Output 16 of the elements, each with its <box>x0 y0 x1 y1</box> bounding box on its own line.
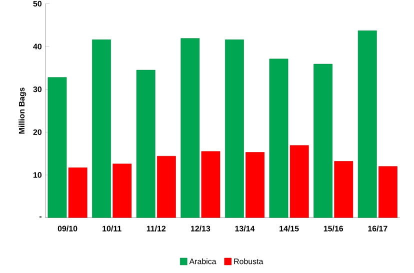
bar <box>136 70 156 218</box>
bar <box>112 164 132 218</box>
bar <box>378 166 398 218</box>
bar <box>314 64 333 218</box>
bar <box>156 156 176 218</box>
bar <box>48 77 67 218</box>
bar <box>246 152 264 218</box>
bar <box>180 38 200 218</box>
bar <box>68 167 88 218</box>
bar <box>224 39 244 218</box>
bar <box>334 161 354 218</box>
bar <box>358 30 377 218</box>
bar <box>92 39 111 218</box>
bar <box>290 145 309 218</box>
bar <box>201 151 220 218</box>
bar <box>269 58 288 218</box>
